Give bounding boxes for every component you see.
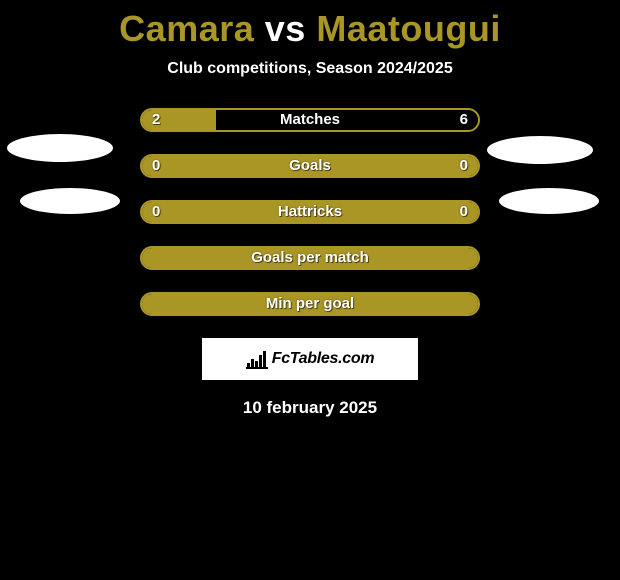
subtitle: Club competitions, Season 2024/2025: [0, 60, 620, 78]
player1-name: Camara: [119, 8, 254, 49]
vs-text: vs: [265, 8, 306, 49]
stat-right-value: 0: [460, 156, 468, 176]
player-photo-placeholder: [20, 188, 120, 214]
player-photo-placeholder: [7, 134, 113, 162]
logo-text: FcTables.com: [272, 350, 375, 368]
stat-right-value: 0: [460, 202, 468, 222]
stats-area: 2Matches60Goals00Hattricks0Goals per mat…: [0, 108, 620, 316]
player-photo-placeholder: [487, 136, 593, 164]
stat-right-value: 6: [460, 110, 468, 130]
stat-row-goals: 0Goals0: [140, 154, 480, 178]
date-text: 10 february 2025: [0, 398, 620, 418]
player-photo-placeholder: [499, 188, 599, 214]
logo-chart-icon: [246, 349, 268, 369]
player2-name: Maatougui: [316, 8, 500, 49]
stat-label: Goals per match: [142, 248, 478, 268]
page-title: Camara vs Maatougui: [0, 0, 620, 50]
stat-label: Matches: [142, 110, 478, 130]
stat-row-matches: 2Matches6: [140, 108, 480, 132]
stat-label: Goals: [142, 156, 478, 176]
stat-row-min-per-goal: Min per goal: [140, 292, 480, 316]
stat-label: Min per goal: [142, 294, 478, 314]
fctables-logo[interactable]: FcTables.com: [202, 338, 418, 380]
stat-row-goals-per-match: Goals per match: [140, 246, 480, 270]
stat-label: Hattricks: [142, 202, 478, 222]
stat-row-hattricks: 0Hattricks0: [140, 200, 480, 224]
